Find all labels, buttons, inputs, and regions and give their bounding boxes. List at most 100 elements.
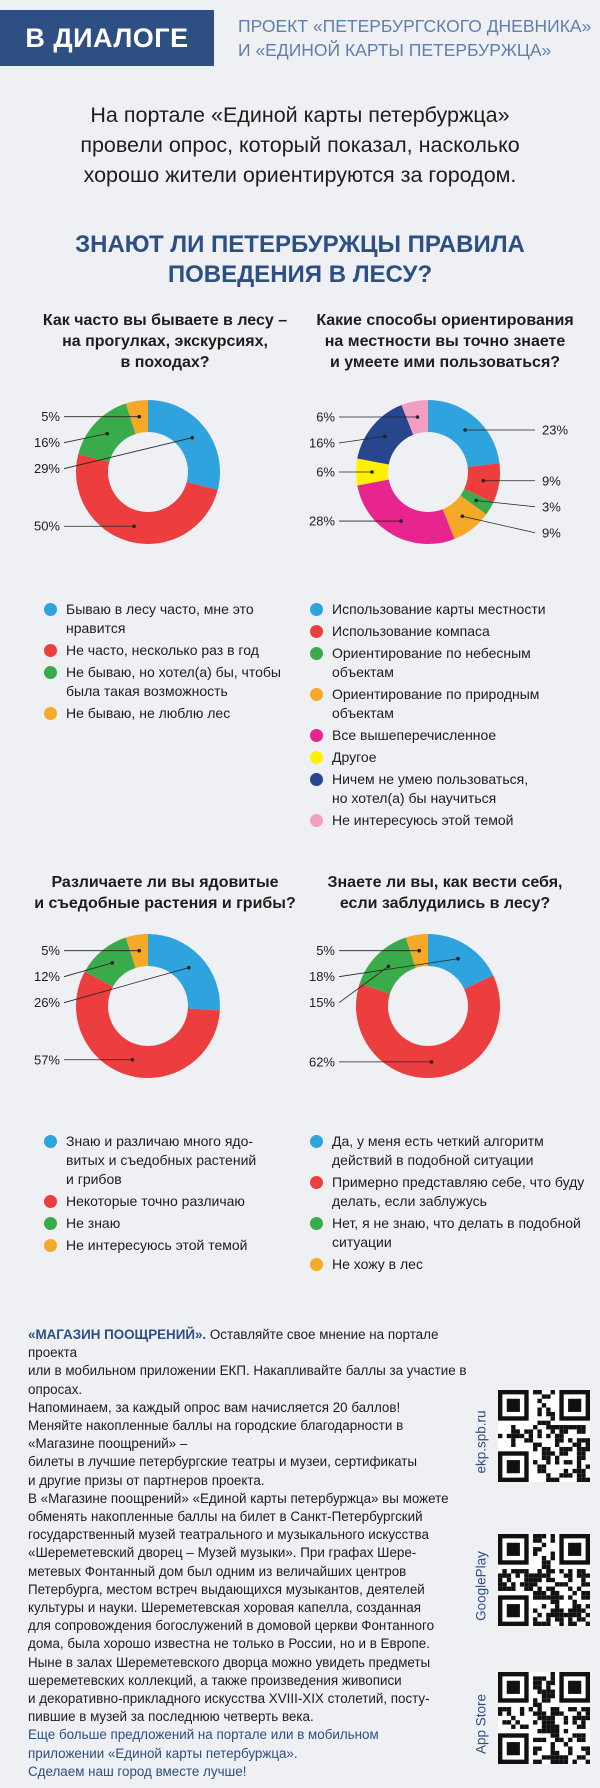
qr-module bbox=[511, 1433, 516, 1439]
qr-module bbox=[554, 1755, 560, 1760]
qr-ekp[interactable]: ekp.spb.ru bbox=[470, 1378, 590, 1506]
qr-code-icon[interactable] bbox=[498, 1534, 590, 1626]
qr-module bbox=[541, 1711, 547, 1716]
qr-module bbox=[563, 1612, 569, 1618]
qr-module bbox=[581, 1733, 586, 1738]
qr-module bbox=[537, 1442, 542, 1447]
qr-module bbox=[559, 1582, 564, 1587]
leader-dot bbox=[456, 956, 460, 961]
chart-1-legend: Бываю в лесу часто, мне это нравится Не ча… bbox=[44, 600, 284, 726]
leader-dot bbox=[386, 964, 391, 969]
qr-module bbox=[537, 1737, 542, 1743]
intro-line: провели опрос, который показал, наскольк… bbox=[80, 133, 520, 157]
qr-code-icon[interactable] bbox=[498, 1390, 590, 1482]
qr-module bbox=[554, 1455, 560, 1461]
qr-module bbox=[550, 1595, 555, 1600]
qr-module bbox=[576, 1455, 582, 1461]
footer-line: Петербурга, местом встреч выдающихся муз… bbox=[28, 1581, 425, 1597]
qr-module bbox=[581, 1590, 586, 1596]
qr-module bbox=[502, 1569, 507, 1574]
qr-module bbox=[585, 1715, 590, 1721]
qr-module bbox=[550, 1612, 555, 1618]
percent-label: 62% bbox=[309, 1054, 335, 1069]
footer-line: культуры и науки. Шереметевская хоровая … bbox=[28, 1600, 421, 1616]
qr-module bbox=[581, 1468, 586, 1474]
qr-module bbox=[533, 1621, 538, 1626]
donut-chart-3: 5% 12% 26% 57% bbox=[34, 934, 220, 1078]
qr-module bbox=[541, 1564, 547, 1570]
qr-code-icon[interactable] bbox=[498, 1672, 590, 1764]
qr-module bbox=[568, 1398, 582, 1412]
leader-line bbox=[63, 433, 108, 444]
legend-label: Другое bbox=[332, 749, 377, 765]
qr-module bbox=[515, 1433, 520, 1439]
qr-module bbox=[550, 1451, 555, 1456]
qr-module bbox=[585, 1604, 590, 1609]
qr-module bbox=[550, 1555, 555, 1561]
qr-module bbox=[511, 1569, 516, 1574]
donut-chart-2: 6% 16% 6% 28% 23% 9% 3% 9% bbox=[309, 400, 568, 544]
qr-module bbox=[546, 1755, 551, 1760]
qr-appstore[interactable]: App Store bbox=[470, 1660, 590, 1788]
qr-module bbox=[554, 1728, 560, 1734]
footer-body: или в мобильном приложении ЕКП. Накаплив… bbox=[28, 1362, 468, 1726]
qr-module bbox=[563, 1742, 569, 1747]
donut-slice bbox=[75, 454, 218, 544]
qr-module bbox=[568, 1680, 582, 1694]
qr-module bbox=[568, 1737, 573, 1743]
qr-module bbox=[541, 1420, 547, 1426]
qr-module bbox=[546, 1407, 551, 1412]
qr-module bbox=[533, 1547, 538, 1552]
qr-module bbox=[585, 1612, 590, 1618]
legend-dot-icon bbox=[310, 625, 323, 638]
legend-label: была такая возможность bbox=[66, 683, 228, 699]
qr-module bbox=[581, 1446, 586, 1452]
qr-module bbox=[554, 1460, 560, 1465]
percent-label: 23% bbox=[542, 422, 568, 437]
percent-label: 15% bbox=[309, 995, 335, 1010]
chart-3-question: Различаете ли вы ядовитые и съедобные ра… bbox=[30, 872, 300, 914]
donut-slice bbox=[464, 462, 501, 503]
project-caption: ПРОЕКТ «ПЕТЕРБУРГСКОГО ДНЕВНИКА» И «ЕДИН… bbox=[238, 14, 598, 62]
leader-dot bbox=[399, 519, 403, 523]
qr-module bbox=[546, 1728, 551, 1734]
leader-dot bbox=[463, 428, 467, 432]
qr-module bbox=[541, 1720, 547, 1725]
donut-slice bbox=[428, 400, 500, 467]
qr-module bbox=[563, 1728, 569, 1734]
question-line: в походах? bbox=[120, 354, 210, 371]
legend-label: витых и съедобных растений bbox=[66, 1152, 257, 1168]
qr-module bbox=[581, 1715, 586, 1721]
leader-line bbox=[338, 958, 459, 978]
qr-module bbox=[554, 1733, 560, 1738]
legend-item: Все вышеперечисленное bbox=[310, 726, 595, 745]
qr-module bbox=[550, 1411, 555, 1417]
legend-dot-icon bbox=[310, 603, 323, 616]
qr-module bbox=[541, 1715, 547, 1721]
qr-googleplay[interactable]: GooglePlay bbox=[470, 1522, 590, 1650]
leader-dot bbox=[370, 470, 374, 474]
qr-module bbox=[563, 1429, 569, 1434]
qr-module bbox=[572, 1612, 577, 1618]
qr-module bbox=[546, 1569, 551, 1574]
qr-module bbox=[559, 1425, 564, 1430]
legend-dot-icon bbox=[310, 688, 323, 701]
qr-module bbox=[576, 1460, 582, 1465]
project-caption-line: ПРОЕКТ «ПЕТЕРБУРГСКОГО ДНЕВНИКА» bbox=[238, 16, 592, 36]
qr-module bbox=[515, 1429, 520, 1434]
qr-module bbox=[572, 1759, 577, 1764]
qr-module bbox=[524, 1582, 529, 1587]
legend-item: Нет, я не знаю, что делать в подобной сит… bbox=[310, 1214, 595, 1252]
percent-label: 28% bbox=[309, 514, 335, 529]
qr-module bbox=[541, 1451, 547, 1456]
qr-module bbox=[502, 1720, 507, 1725]
percent-label: 9% bbox=[542, 525, 561, 540]
percent-label: 5% bbox=[41, 409, 60, 424]
qr-module bbox=[550, 1711, 555, 1716]
qr-module bbox=[554, 1433, 560, 1439]
qr-module bbox=[585, 1595, 590, 1600]
qr-module bbox=[533, 1577, 538, 1583]
qr-module bbox=[498, 1582, 503, 1587]
qr-module bbox=[563, 1573, 569, 1578]
qr-module bbox=[541, 1737, 547, 1743]
